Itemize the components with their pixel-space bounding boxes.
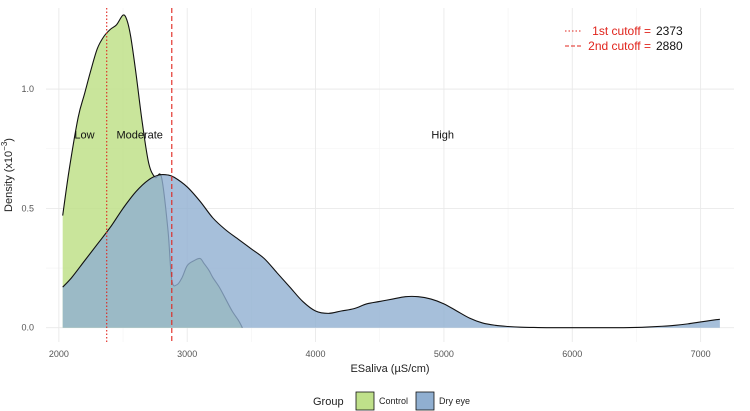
y-tick-label: 1.0 — [21, 84, 34, 94]
legend-label-control: Control — [379, 396, 408, 406]
region-label-low: Low — [74, 129, 94, 141]
cutoff-legend-label-2: 2nd cutoff = — [588, 39, 651, 53]
x-tick-label: 6000 — [562, 349, 582, 359]
x-tick-label: 5000 — [434, 349, 454, 359]
region-label-high: High — [431, 129, 454, 141]
x-tick-label: 3000 — [177, 349, 197, 359]
y-tick-label: 0.0 — [21, 323, 34, 333]
region-label-moderate: Moderate — [116, 129, 162, 141]
density-line-dry-eye — [62, 173, 720, 329]
cutoff-legend: 1st cutoff = 2373 2nd cutoff = 2880 — [565, 24, 683, 53]
x-tick-label: 2000 — [49, 349, 69, 359]
density-areas — [62, 14, 720, 329]
y-tick-label: 0.5 — [21, 203, 34, 213]
legend-label-dry-eye: Dry eye — [439, 396, 470, 406]
region-annotations: Low Moderate High — [74, 129, 454, 141]
x-tick-label: 7000 — [691, 349, 711, 359]
legend-title: Group — [313, 396, 344, 408]
cutoff-legend-value-1: 2373 — [656, 24, 683, 38]
x-axis-title: ESaliva (µS/cm) — [350, 363, 429, 375]
legend-swatch-dry-eye — [415, 391, 435, 411]
x-tick-label: 4000 — [306, 349, 326, 359]
y-axis-title-main: Density (x10 — [3, 151, 15, 212]
group-legend: Group Control Dry eye — [313, 391, 470, 411]
density-area-dry-eye — [62, 174, 720, 328]
y-axis-title-exponent: −3 — [0, 141, 9, 151]
axes: 2000 3000 4000 5000 6000 7000 0.0 0.5 1.0 ESaliva… — [0, 84, 711, 375]
legend-swatch-control — [355, 391, 375, 411]
cutoff-legend-label-1: 1st cutoff = — [592, 24, 651, 38]
y-axis-title-suffix: ) — [3, 138, 15, 142]
cutoff-legend-value-2: 2880 — [656, 39, 683, 53]
y-axis-title: Density (x10−3) — [0, 138, 15, 212]
